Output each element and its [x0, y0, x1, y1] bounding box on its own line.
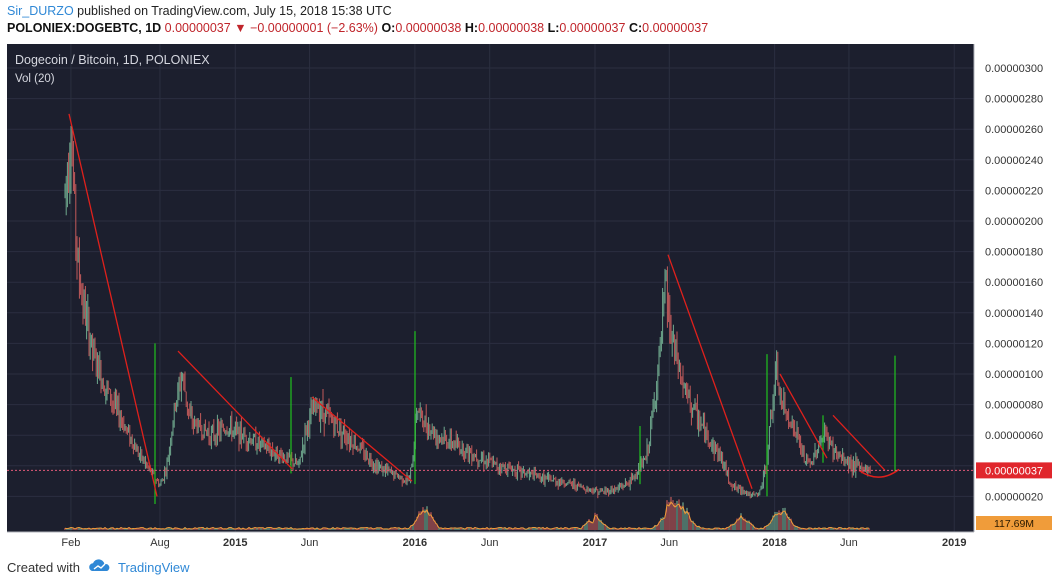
publish-line: Sir_DURZO published on TradingView.com, … — [7, 3, 1057, 20]
time-tick-label: 2016 — [403, 537, 427, 549]
current-price-label: 0.00000037 — [985, 465, 1043, 477]
time-tick-label: Jun — [481, 537, 499, 549]
trendlines — [68, 113, 900, 497]
time-axis: Feb Aug 2015 Jun 2016 Jun 2017 Jun 2018 Jun 2019 — [7, 531, 974, 549]
volume-bars — [64, 496, 870, 530]
footer: Created with TradingView — [7, 559, 190, 576]
price-tick-label: 0.00000060 — [985, 430, 1043, 442]
price-tick-label: 0.00000100 — [985, 369, 1043, 381]
time-tick-label: Jun — [301, 537, 319, 549]
high-label: H: — [464, 21, 479, 35]
price-tick-label: 0.00000140 — [985, 308, 1043, 320]
price-tick-label: 0.00000240 — [985, 155, 1043, 167]
down-arrow-icon: ▼ — [234, 21, 247, 35]
open-value: 0.00000038 — [395, 21, 462, 35]
time-tick-label: 2015 — [223, 537, 247, 549]
volume-spike-lines — [154, 331, 896, 505]
low-label: L: — [547, 21, 560, 35]
time-axis-background — [7, 532, 974, 552]
chart-background — [7, 44, 974, 532]
close-value: 0.00000037 — [642, 21, 709, 35]
tradingview-link[interactable]: TradingView — [117, 560, 190, 575]
price-tick-label: 0.00000080 — [985, 400, 1043, 412]
trendline — [68, 113, 158, 497]
trendline — [667, 254, 753, 489]
time-tick-label: Jun — [660, 537, 678, 549]
tradingview-cloud-icon[interactable] — [88, 559, 112, 576]
price-tick-label: 0.00000280 — [985, 94, 1043, 106]
chart-container[interactable]: 0.00000300 0.00000280 0.00000260 0.00000240… — [7, 44, 1057, 552]
last-price: 0.00000037 — [164, 21, 231, 35]
price-tick-label: 0.00000020 — [985, 491, 1043, 503]
current-price-badge — [976, 462, 1052, 479]
trendline — [832, 414, 886, 471]
ohlc-line: POLONIEX:DOGEBTC, 1D 0.00000037 ▼ −0.000… — [7, 20, 1057, 37]
open-label: O: — [381, 21, 396, 35]
price-tick-label: 0.00000300 — [985, 63, 1043, 75]
volume-indicator-label: Vol (20) — [15, 73, 55, 85]
volume-moving-average — [64, 500, 870, 530]
grid — [7, 44, 974, 532]
price-axis: 0.00000300 0.00000280 0.00000260 0.00000240… — [973, 44, 1043, 532]
trendline — [177, 350, 293, 470]
trendline — [311, 396, 413, 482]
chart-header: Sir_DURZO published on TradingView.com, … — [7, 3, 1057, 37]
price-tick-label: 0.00000180 — [985, 247, 1043, 259]
price-tick-label: 0.00000200 — [985, 216, 1043, 228]
volume-label: 117.69M — [994, 518, 1034, 530]
price-chart[interactable]: 0.00000300 0.00000280 0.00000260 0.00000240… — [7, 44, 1057, 552]
volume-badge — [976, 516, 1052, 530]
time-tick-label: Feb — [61, 537, 80, 549]
trendline — [779, 373, 828, 459]
time-tick-label: Jun — [840, 537, 858, 549]
symbol-label: POLONIEX:DOGEBTC, 1D — [7, 21, 162, 35]
time-tick-label: Aug — [150, 537, 170, 549]
price-series — [64, 125, 871, 499]
price-change: −0.00000001 (−2.63%) — [250, 21, 378, 35]
price-tick-label: 0.00000120 — [985, 338, 1043, 350]
price-axis-background — [974, 44, 1057, 532]
published-text: published on TradingView.com, July 15, 2… — [77, 4, 392, 18]
time-tick-label: 2017 — [583, 537, 607, 549]
low-value: 0.00000037 — [559, 21, 626, 35]
high-value: 0.00000038 — [478, 21, 545, 35]
chart-title: Dogecoin / Bitcoin, 1D, POLONIEX — [15, 53, 210, 67]
rounding-bottom-curve — [858, 468, 900, 478]
author-link[interactable]: Sir_DURZO — [7, 4, 74, 18]
price-tick-label: 0.00000260 — [985, 124, 1043, 136]
created-with-text: Created with — [7, 560, 80, 575]
price-tick-label: 0.00000220 — [985, 185, 1043, 197]
price-tick-label: 0.00000160 — [985, 277, 1043, 289]
close-label: C: — [628, 21, 643, 35]
time-tick-label: 2018 — [762, 537, 786, 549]
time-tick-label: 2019 — [942, 537, 966, 549]
